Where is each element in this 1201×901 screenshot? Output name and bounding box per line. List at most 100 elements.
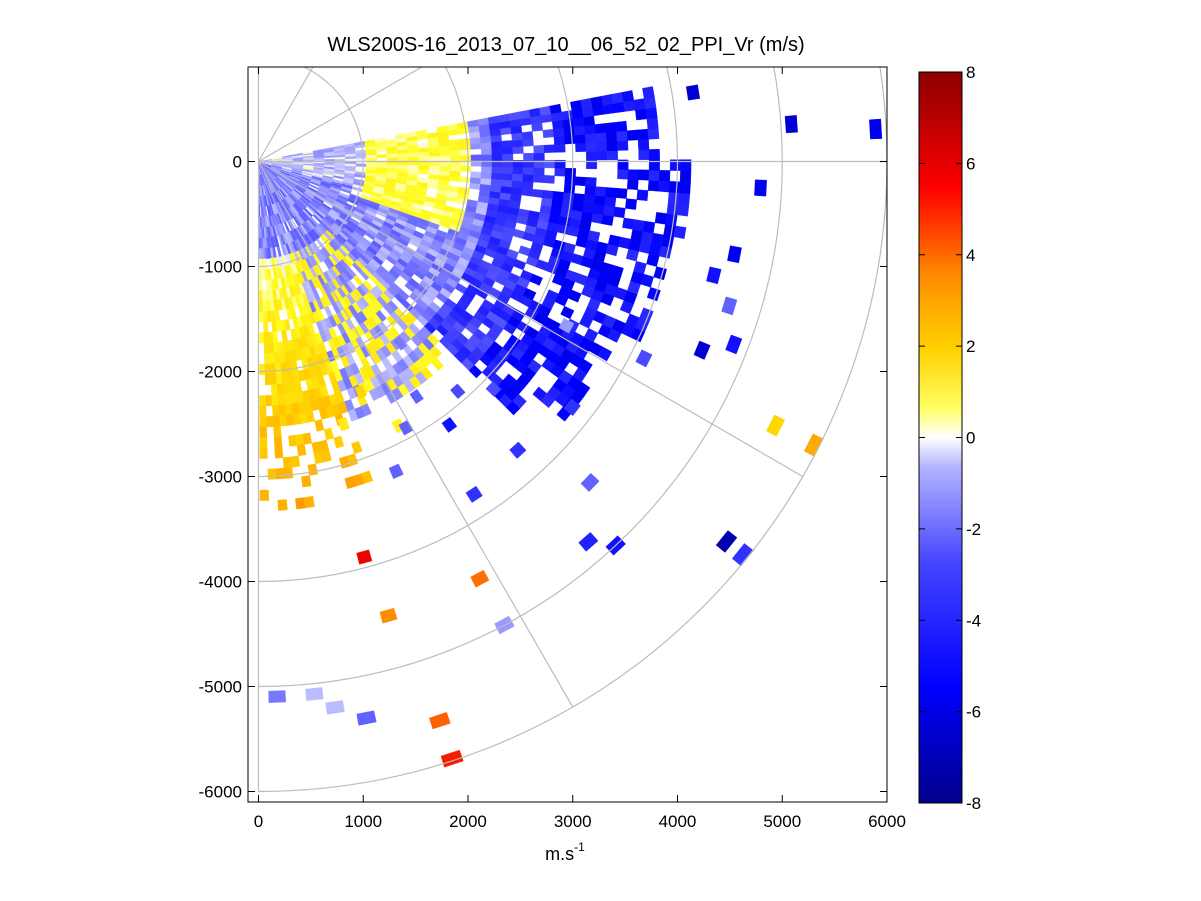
velocity-gate — [594, 186, 607, 197]
velocity-gate — [258, 279, 263, 291]
sparse-velocity-gate — [429, 712, 451, 730]
velocity-gate — [489, 184, 502, 193]
velocity-gate — [642, 86, 655, 99]
velocity-gate — [428, 169, 440, 176]
azimuth-spoke — [257, 161, 574, 708]
velocity-gate — [602, 205, 616, 217]
velocity-gate — [616, 140, 629, 151]
sparse-velocity-gate — [563, 398, 581, 416]
velocity-gate — [263, 332, 269, 344]
velocity-gate — [258, 332, 265, 344]
velocity-gate — [272, 405, 280, 417]
x-tick-label: 3000 — [554, 812, 592, 831]
velocity-gate — [583, 115, 596, 126]
velocity-gate — [522, 288, 537, 301]
colorbar-tick-label: -8 — [966, 794, 981, 813]
velocity-gate — [387, 156, 399, 162]
velocity-gate — [561, 200, 574, 211]
velocity-gate — [549, 103, 562, 114]
velocity-gate — [420, 366, 434, 381]
velocity-gate — [585, 150, 598, 161]
velocity-gate — [265, 415, 274, 428]
velocity-gate — [584, 124, 596, 135]
y-tick-label: -4000 — [199, 573, 242, 592]
velocity-gate — [470, 142, 482, 150]
velocity-gate — [449, 155, 461, 161]
velocity-gate — [679, 181, 691, 194]
velocity-gate — [491, 172, 503, 180]
velocity-gate — [611, 92, 624, 104]
velocity-gate — [590, 96, 604, 108]
velocity-gate — [522, 138, 534, 147]
velocity-gate — [501, 172, 513, 181]
velocity-gate — [561, 110, 574, 121]
velocity-gate — [333, 435, 345, 449]
velocity-gate — [386, 164, 399, 169]
velocity-gate — [539, 105, 552, 116]
velocity-gate — [636, 189, 649, 201]
velocity-gate — [564, 134, 576, 145]
velocity-gate — [501, 146, 514, 155]
azimuth-spoke — [257, 67, 314, 162]
velocity-gate — [511, 132, 523, 141]
velocity-gate — [564, 176, 576, 186]
velocity-gate — [648, 148, 660, 161]
velocity-gate — [273, 425, 282, 438]
velocity-gate — [272, 331, 279, 343]
y-axis-ticks: 0 -1000 -2000 -3000 -4000 -5000 -6000 — [199, 153, 887, 802]
y-tick-label: -1000 — [199, 258, 242, 277]
velocity-gate — [632, 219, 645, 232]
sparse-velocity-gate — [754, 179, 767, 197]
velocity-gate — [259, 489, 270, 501]
velocity-gate — [593, 195, 606, 206]
colorbar-tick-label: 2 — [966, 337, 975, 356]
velocity-gate — [470, 171, 482, 179]
polar-grid — [257, 67, 887, 793]
velocity-gate — [480, 177, 492, 186]
colorbar-tick-label: 6 — [966, 154, 975, 173]
velocity-gate — [665, 213, 678, 227]
velocity-gate — [418, 168, 430, 175]
velocity-gate — [562, 192, 575, 202]
velocity-gate — [543, 175, 555, 184]
velocity-gate — [612, 101, 626, 114]
sparse-velocity-gate — [305, 687, 324, 701]
velocity-gate — [529, 273, 543, 286]
velocity-gate — [259, 395, 267, 407]
velocity-gate — [678, 192, 691, 206]
velocity-gate — [635, 108, 648, 121]
sparse-velocity-gate — [784, 115, 798, 134]
velocity-gate — [470, 154, 482, 161]
sparse-velocity-gate — [685, 84, 701, 101]
velocity-gate — [597, 346, 613, 362]
velocity-gate — [512, 173, 524, 182]
x-axis-ticks: 0 1000 2000 3000 4000 5000 6000 — [254, 67, 906, 831]
velocity-gate — [554, 167, 566, 177]
velocity-gate — [365, 163, 378, 168]
sparse-velocity-gate — [354, 384, 368, 399]
velocity-gate — [439, 165, 451, 171]
sparse-velocity-gate — [869, 118, 883, 140]
velocity-gate — [610, 264, 624, 278]
velocity-gate — [621, 90, 635, 103]
velocity-gate — [677, 203, 690, 217]
sparse-velocity-gate — [485, 381, 502, 398]
velocity-gate — [264, 353, 271, 365]
sparse-velocity-gate — [388, 463, 404, 480]
velocity-gate — [265, 395, 273, 407]
velocity-gate — [617, 169, 629, 180]
sparse-velocity-gate — [721, 296, 738, 316]
velocity-gate — [587, 230, 601, 242]
velocity-gate — [397, 167, 409, 173]
sparse-velocity-gate — [356, 549, 373, 565]
velocity-gate — [594, 123, 607, 134]
velocity-gate — [301, 475, 312, 488]
velocity-gate — [502, 153, 514, 161]
velocity-gate — [296, 444, 307, 457]
x-axis-label-superscript: -1 — [574, 840, 585, 854]
velocity-gate — [374, 137, 386, 143]
velocity-gate — [570, 99, 583, 111]
sparse-velocity-gate — [356, 710, 377, 726]
y-tick-label: -3000 — [199, 468, 242, 487]
velocity-gate — [407, 168, 419, 174]
